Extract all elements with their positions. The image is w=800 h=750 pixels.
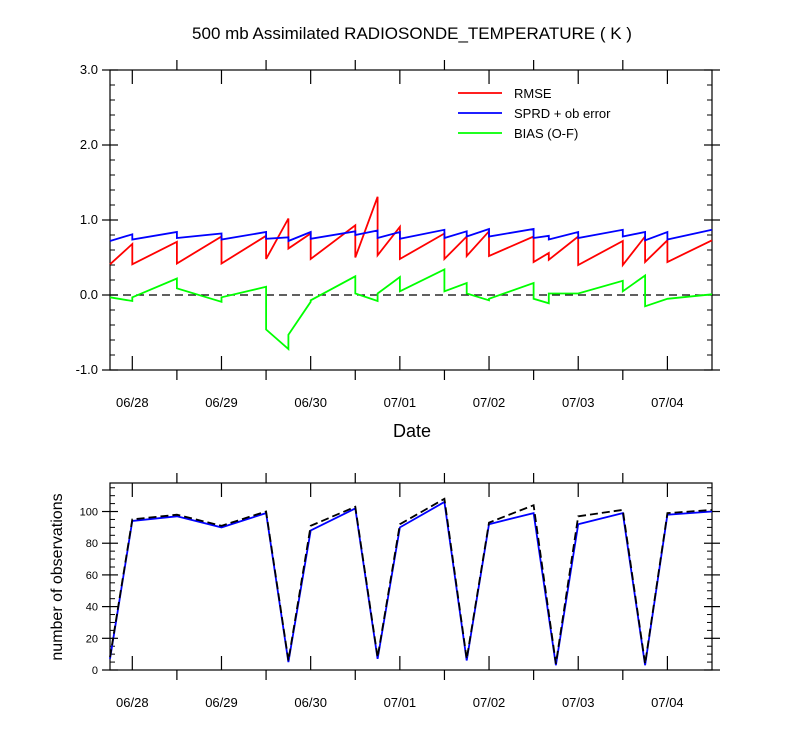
y-tick-label: 20 <box>86 633 98 645</box>
y-tick-label: 2.0 <box>80 137 98 152</box>
y-tick-label: 80 <box>86 538 98 550</box>
x-tick-label: 07/03 <box>562 695 595 710</box>
x-tick-label: 07/02 <box>473 395 506 410</box>
y-tick-label: 40 <box>86 602 98 614</box>
plot-frame <box>109 482 713 671</box>
y-tick-label: 0 <box>92 665 98 677</box>
y-tick-label: 0.0 <box>80 287 98 302</box>
y-tick-label: 3.0 <box>80 62 98 77</box>
series-line-0 <box>109 500 713 666</box>
x-tick-label: 06/28 <box>116 695 149 710</box>
y-tick-label: 60 <box>86 570 98 582</box>
top-panel: 06/28 06/29 06/30 07/01 07/02 07/03 07/04 -1.0 0… <box>76 60 720 410</box>
plot-frame <box>109 69 713 371</box>
x-axis-label: Date <box>393 421 431 441</box>
x-tick-label: 06/29 <box>205 395 238 410</box>
bottom-panel: 06/28 06/29 06/30 07/01 07/02 07/03 07/04 0 20 40… <box>80 473 720 710</box>
x-tick-label: 06/30 <box>294 695 327 710</box>
x-tick-label: 06/30 <box>294 395 327 410</box>
y-tick-label: -1.0 <box>76 362 98 377</box>
legend-label: RMSE <box>514 86 552 101</box>
series-line-1 <box>109 227 713 243</box>
series-line-2 <box>109 268 713 351</box>
x-tick-label: 07/01 <box>384 695 417 710</box>
chart-title: 500 mb Assimilated RADIOSONDE_TEMPERATUR… <box>192 24 632 43</box>
x-tick-label: 07/01 <box>384 395 417 410</box>
legend-label: SPRD + ob error <box>514 106 611 121</box>
x-tick-label: 07/04 <box>651 395 684 410</box>
y-tick-label: 100 <box>80 507 98 519</box>
x-tick-label: 06/28 <box>116 395 149 410</box>
legend-label: BIAS (O-F) <box>514 126 578 141</box>
x-tick-label: 07/02 <box>473 695 506 710</box>
x-tick-label: 06/29 <box>205 695 238 710</box>
y-axis-label-observations: number of observations <box>49 493 66 660</box>
x-tick-label: 07/03 <box>562 395 595 410</box>
x-tick-label: 07/04 <box>651 695 684 710</box>
y-tick-label: 1.0 <box>80 212 98 227</box>
series-line-0 <box>109 196 713 268</box>
series-line-1 <box>109 497 713 664</box>
